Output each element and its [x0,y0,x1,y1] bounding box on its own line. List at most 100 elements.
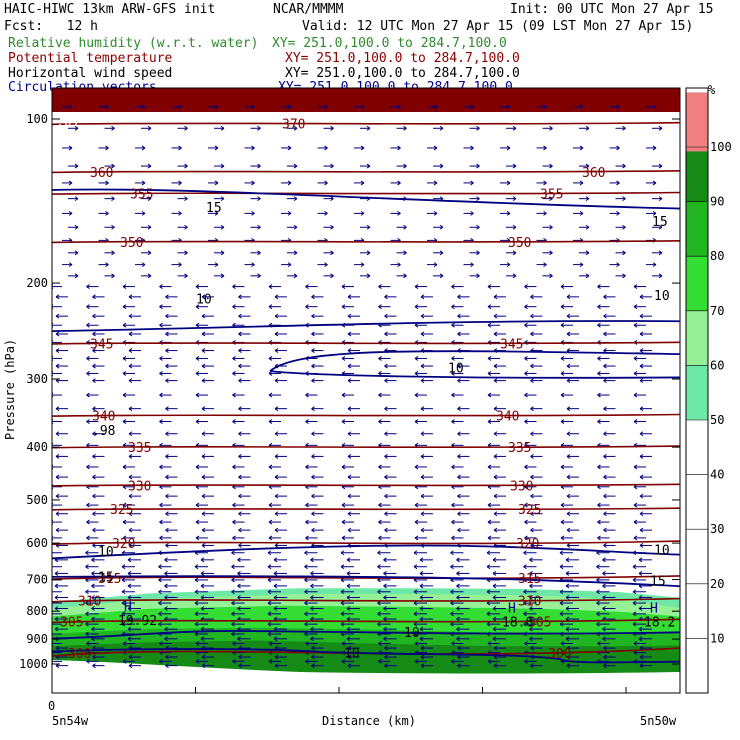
wind-vector [378,535,391,541]
wind-vector [493,511,506,517]
wind-vector [420,654,433,660]
wind-vector [652,196,663,202]
wind-vector [529,595,543,600]
wind-vector [530,431,543,437]
wind-vector [463,262,474,268]
theta-label: 315 [98,572,121,587]
wind-vector [603,527,616,533]
wind-vector [347,406,360,412]
wind-vector [396,125,407,131]
wind-vector [317,104,328,110]
wind-vector [457,363,470,369]
wind-vector [195,464,208,470]
wind-vector [414,641,427,646]
wind-vector [340,564,354,570]
model-title: HAIC-HIWC 13km ARW-GFS init [4,2,216,17]
wind-vector [565,557,579,563]
wind-vector [85,564,99,570]
wind-vector [347,348,360,353]
wind-vector [469,224,480,230]
wind-vector [506,125,517,131]
wind-vector [310,606,324,611]
wind-vector [305,284,318,290]
wind-vector [347,654,360,660]
wind-vector [524,284,537,290]
wind-vector [55,348,68,353]
wind-vector [195,502,208,508]
wind-vector [201,527,214,533]
wind-vector [195,535,208,541]
wind-vector [457,527,470,533]
wind-vector [456,570,470,576]
wind-vector [127,595,141,600]
wind-vector [159,392,172,398]
wind-vector [341,535,354,541]
wind-speed-line [269,350,680,379]
wind-vector [530,406,543,412]
wind-vector [603,313,616,319]
wind-vector [317,210,328,216]
wind-vector [529,606,543,611]
max-marker: H [650,602,658,617]
y-tick-label: 400 [26,440,48,454]
wind-vector [500,104,511,110]
x-right-location: 5n50w [640,714,677,728]
wind-vector [346,570,360,576]
wind-vector [274,431,287,437]
wind-vector [92,431,105,437]
wind-vector [92,313,105,319]
wind-vector [639,406,652,412]
wind-vector [573,210,584,216]
wind-vector [384,645,397,651]
wind-vector [92,348,105,353]
wind-vector [214,125,225,131]
wind-vector [341,419,354,424]
wind-vector [493,431,506,437]
x-axis-label: Distance (km) [322,714,416,728]
wind-vector [92,511,105,517]
wind-vector [646,104,657,110]
wind-vector [506,196,517,202]
wind-vector [55,294,68,300]
wind-vector [487,356,500,361]
wind-vector [238,348,251,353]
wind-vector [560,464,573,470]
wind-vector [195,322,208,328]
wind-vector [530,313,543,319]
wind-vector [596,600,610,606]
theta-label: 300 [548,647,571,662]
wind-vector [456,557,470,563]
wind-vector [52,564,62,569]
wind-vector [208,262,219,268]
wind-vector [201,511,214,517]
wind-vector [638,636,652,642]
wind-vector [378,502,391,508]
wind-vector [231,550,245,556]
wind-vector [141,224,152,230]
wind-vector [451,304,464,310]
wind-vector [347,663,360,669]
wind-vector [565,583,579,589]
wind-vector [208,180,219,186]
wind-vector [201,406,214,412]
wind-vector [493,527,506,533]
wind-vector [55,474,68,480]
wind-vector [383,606,397,611]
wind-vector [238,331,251,337]
wind-vector [311,431,324,437]
wind-vector [273,570,287,576]
wind-vector [141,273,152,279]
wind-vector [238,543,251,548]
wind-vector [68,163,79,169]
wind-vector [274,543,287,548]
wind-vector [597,322,610,328]
wind-vector [86,519,99,525]
wind-vector [201,431,214,437]
wind-vector [317,262,328,268]
wind-vector [579,250,590,256]
wind-vector [383,636,397,642]
wind-vector [135,104,146,110]
theta-label: 300 [68,647,91,662]
wind-vector [268,535,281,541]
wind-vector [54,595,68,600]
